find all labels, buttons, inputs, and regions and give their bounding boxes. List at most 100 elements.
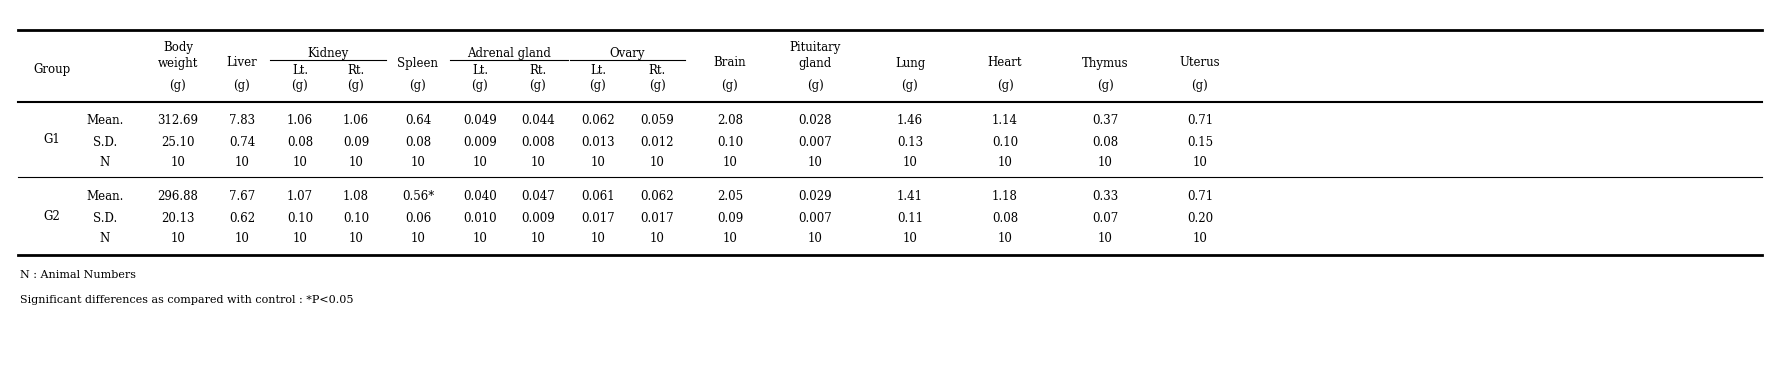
Text: Thymus: Thymus bbox=[1082, 57, 1129, 69]
Text: 10: 10 bbox=[530, 156, 545, 168]
Text: Group: Group bbox=[34, 62, 71, 76]
Text: 0.10: 0.10 bbox=[717, 135, 742, 149]
Text: 1.06: 1.06 bbox=[344, 113, 368, 126]
Text: 0.15: 0.15 bbox=[1187, 135, 1212, 149]
Text: 0.08: 0.08 bbox=[991, 211, 1018, 225]
Text: 10: 10 bbox=[650, 156, 664, 168]
Text: 1.41: 1.41 bbox=[897, 190, 924, 202]
Text: 10: 10 bbox=[235, 156, 249, 168]
Text: Mean.: Mean. bbox=[85, 190, 123, 202]
Text: Lt.: Lt. bbox=[589, 64, 605, 76]
Text: 0.040: 0.040 bbox=[463, 190, 497, 202]
Text: 10: 10 bbox=[591, 232, 605, 245]
Text: 10: 10 bbox=[723, 156, 737, 168]
Text: N: N bbox=[100, 232, 110, 245]
Text: Uterus: Uterus bbox=[1180, 57, 1221, 69]
Text: 7.67: 7.67 bbox=[230, 190, 255, 202]
Text: 10: 10 bbox=[472, 232, 488, 245]
Text: Rt.: Rt. bbox=[648, 64, 666, 76]
Text: Adrenal gland: Adrenal gland bbox=[466, 46, 552, 60]
Text: 0.008: 0.008 bbox=[522, 135, 555, 149]
Text: 10: 10 bbox=[349, 156, 363, 168]
Text: 0.09: 0.09 bbox=[717, 211, 742, 225]
Text: (g): (g) bbox=[233, 80, 251, 92]
Text: Significant differences as compared with control : *P<0.05: Significant differences as compared with… bbox=[20, 295, 354, 305]
Text: Liver: Liver bbox=[226, 57, 258, 69]
Text: 7.83: 7.83 bbox=[230, 113, 255, 126]
Text: weight: weight bbox=[158, 57, 198, 69]
Text: 10: 10 bbox=[808, 232, 822, 245]
Text: 312.69: 312.69 bbox=[157, 113, 199, 126]
Text: 0.08: 0.08 bbox=[1091, 135, 1118, 149]
Text: (g): (g) bbox=[530, 80, 546, 92]
Text: 0.017: 0.017 bbox=[582, 211, 614, 225]
Text: 10: 10 bbox=[472, 156, 488, 168]
Text: 0.74: 0.74 bbox=[230, 135, 255, 149]
Text: 1.46: 1.46 bbox=[897, 113, 924, 126]
Text: Pituitary: Pituitary bbox=[789, 41, 840, 55]
Text: (g): (g) bbox=[347, 80, 365, 92]
Text: 2.05: 2.05 bbox=[717, 190, 742, 202]
Text: 0.010: 0.010 bbox=[463, 211, 497, 225]
Text: 0.10: 0.10 bbox=[991, 135, 1018, 149]
Text: 0.07: 0.07 bbox=[1091, 211, 1118, 225]
Text: 10: 10 bbox=[1193, 156, 1207, 168]
Text: 10: 10 bbox=[292, 156, 308, 168]
Text: Mean.: Mean. bbox=[85, 113, 123, 126]
Text: 0.56*: 0.56* bbox=[402, 190, 434, 202]
Text: 0.10: 0.10 bbox=[287, 211, 313, 225]
Text: Body: Body bbox=[164, 41, 192, 55]
Text: Lt.: Lt. bbox=[292, 64, 308, 76]
Text: 10: 10 bbox=[1098, 232, 1112, 245]
Text: 0.047: 0.047 bbox=[522, 190, 555, 202]
Text: G1: G1 bbox=[44, 133, 61, 145]
Text: 0.044: 0.044 bbox=[522, 113, 555, 126]
Text: Heart: Heart bbox=[988, 57, 1022, 69]
Text: 1.18: 1.18 bbox=[991, 190, 1018, 202]
Text: 0.028: 0.028 bbox=[797, 113, 831, 126]
Text: 0.017: 0.017 bbox=[641, 211, 675, 225]
Text: 0.061: 0.061 bbox=[582, 190, 614, 202]
Text: Rt.: Rt. bbox=[347, 64, 365, 76]
Text: 0.11: 0.11 bbox=[897, 211, 924, 225]
Text: (g): (g) bbox=[589, 80, 607, 92]
Text: 0.007: 0.007 bbox=[797, 211, 831, 225]
Text: 10: 10 bbox=[411, 156, 425, 168]
Text: 0.009: 0.009 bbox=[463, 135, 497, 149]
Text: 0.71: 0.71 bbox=[1187, 190, 1212, 202]
Text: 10: 10 bbox=[997, 156, 1013, 168]
Text: Brain: Brain bbox=[714, 57, 746, 69]
Text: (g): (g) bbox=[721, 80, 739, 92]
Text: (g): (g) bbox=[997, 80, 1013, 92]
Text: (g): (g) bbox=[1096, 80, 1112, 92]
Text: (g): (g) bbox=[648, 80, 666, 92]
Text: (g): (g) bbox=[169, 80, 187, 92]
Text: 10: 10 bbox=[530, 232, 545, 245]
Text: 0.06: 0.06 bbox=[404, 211, 431, 225]
Text: 10: 10 bbox=[902, 232, 917, 245]
Text: 0.09: 0.09 bbox=[344, 135, 368, 149]
Text: 0.37: 0.37 bbox=[1091, 113, 1118, 126]
Text: 0.012: 0.012 bbox=[641, 135, 675, 149]
Text: Rt.: Rt. bbox=[529, 64, 546, 76]
Text: 0.08: 0.08 bbox=[404, 135, 431, 149]
Text: 0.62: 0.62 bbox=[230, 211, 255, 225]
Text: 1.08: 1.08 bbox=[344, 190, 368, 202]
Text: 0.64: 0.64 bbox=[404, 113, 431, 126]
Text: 0.33: 0.33 bbox=[1091, 190, 1118, 202]
Text: 0.20: 0.20 bbox=[1187, 211, 1212, 225]
Text: 1.07: 1.07 bbox=[287, 190, 313, 202]
Text: 0.10: 0.10 bbox=[344, 211, 368, 225]
Text: 10: 10 bbox=[723, 232, 737, 245]
Text: 0.71: 0.71 bbox=[1187, 113, 1212, 126]
Text: 10: 10 bbox=[349, 232, 363, 245]
Text: G2: G2 bbox=[44, 209, 61, 223]
Text: (g): (g) bbox=[292, 80, 308, 92]
Text: 0.062: 0.062 bbox=[582, 113, 614, 126]
Text: 10: 10 bbox=[808, 156, 822, 168]
Text: 2.08: 2.08 bbox=[717, 113, 742, 126]
Text: 10: 10 bbox=[1193, 232, 1207, 245]
Text: 0.049: 0.049 bbox=[463, 113, 497, 126]
Text: 10: 10 bbox=[171, 156, 185, 168]
Text: 0.059: 0.059 bbox=[641, 113, 675, 126]
